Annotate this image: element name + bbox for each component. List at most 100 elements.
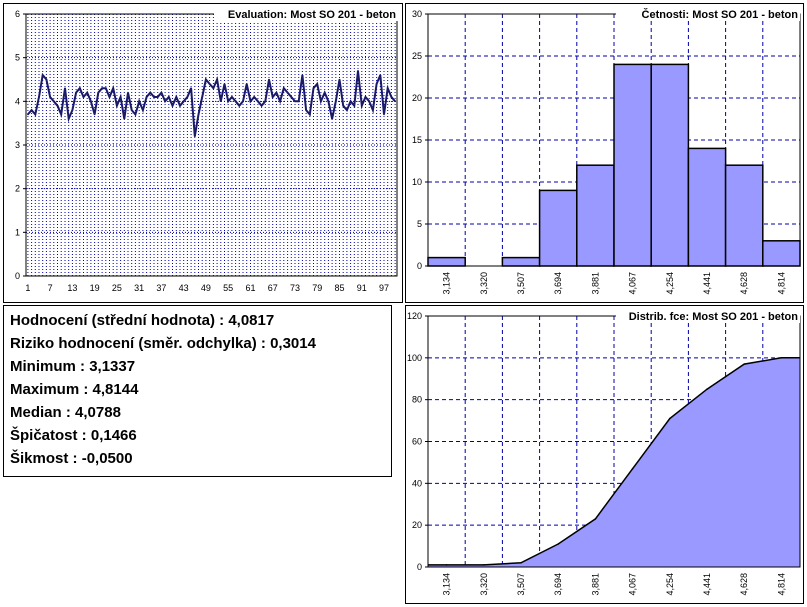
data-point bbox=[156, 96, 159, 98]
data-point bbox=[149, 91, 152, 94]
x-tick-label: 13 bbox=[67, 283, 77, 293]
x-tick-label: 4,628 bbox=[739, 272, 749, 295]
data-point bbox=[45, 78, 48, 81]
data-point bbox=[194, 135, 196, 138]
stat-line-median: Median : 4,0788 bbox=[10, 404, 121, 421]
y-tick-label: 0 bbox=[15, 271, 20, 281]
x-tick-label: 3,134 bbox=[442, 573, 452, 596]
histogram-bar bbox=[538, 189, 578, 267]
data-point bbox=[223, 83, 226, 85]
data-point bbox=[142, 109, 144, 111]
y-tick-label: 0 bbox=[417, 261, 422, 271]
x-tick-label: 3,320 bbox=[479, 272, 489, 295]
distribution-chart-panel: 0 20 40 60 80 100 120 3,134 3,320 3,507 3,694 3,881… bbox=[405, 305, 804, 604]
chart-title: Evaluation: Most SO 201 - beton bbox=[228, 9, 396, 21]
distribution-area bbox=[428, 357, 800, 567]
chart-title: Četnosti: Most SO 201 - beton bbox=[642, 8, 799, 21]
y-tick-label: 2 bbox=[15, 184, 20, 194]
data-point bbox=[257, 100, 259, 103]
frequency-chart-panel: 0 5 10 15 20 25 30 3,134 3,320 3,507 3,694 3,881 4,0… bbox=[405, 3, 804, 303]
data-point bbox=[175, 96, 178, 98]
title-background bbox=[616, 7, 800, 21]
data-point bbox=[297, 100, 300, 103]
x-tick-label: 67 bbox=[268, 283, 278, 293]
data-point bbox=[294, 100, 296, 103]
data-point bbox=[108, 96, 111, 98]
data-point bbox=[238, 104, 241, 107]
data-point bbox=[383, 113, 385, 116]
data-point bbox=[145, 96, 148, 98]
distribution-area-chart: 0 20 40 60 80 100 120 3,134 3,320 3,507 3,694 3,881… bbox=[407, 309, 801, 596]
data-point bbox=[119, 96, 122, 98]
data-point bbox=[212, 87, 215, 89]
stat-line-minimum: Minimum : 3,1337 bbox=[10, 358, 136, 375]
data-point bbox=[368, 100, 371, 103]
x-tick-label: 4,628 bbox=[739, 573, 749, 596]
data-point bbox=[90, 100, 92, 103]
data-point bbox=[379, 74, 382, 76]
y-tick-label: 10 bbox=[412, 177, 422, 187]
data-point bbox=[483, 564, 485, 566]
x-tick-label: 3,134 bbox=[442, 272, 452, 295]
data-point bbox=[60, 113, 62, 116]
data-point bbox=[160, 91, 163, 94]
data-point bbox=[179, 104, 181, 107]
data-point bbox=[245, 83, 248, 85]
x-tick-label: 31 bbox=[134, 283, 144, 293]
data-point bbox=[182, 100, 185, 103]
data-point bbox=[323, 91, 326, 94]
data-point bbox=[86, 91, 88, 94]
data-point bbox=[168, 96, 170, 98]
x-tick-label: 3,694 bbox=[553, 573, 563, 596]
stat-line-std-dev: Riziko hodnocení (směr. odchylka) : 0,30… bbox=[10, 335, 316, 352]
data-point bbox=[316, 83, 319, 85]
data-point bbox=[205, 78, 207, 81]
x-tick-label: 43 bbox=[179, 283, 189, 293]
histogram-bar bbox=[762, 240, 801, 267]
data-point bbox=[171, 104, 174, 107]
data-point bbox=[361, 104, 363, 107]
histogram-bar bbox=[687, 147, 727, 267]
data-point bbox=[268, 78, 270, 81]
x-tick-label: 4,067 bbox=[628, 573, 638, 596]
data-point bbox=[557, 543, 559, 545]
data-point bbox=[260, 104, 263, 107]
data-point bbox=[631, 467, 634, 470]
data-point bbox=[105, 87, 107, 89]
data-point bbox=[349, 100, 352, 103]
x-tick-label: 79 bbox=[312, 283, 322, 293]
data-point bbox=[67, 118, 70, 120]
data-point bbox=[286, 91, 289, 94]
y-tick-label: 3 bbox=[15, 140, 20, 150]
y-tick-label: 5 bbox=[417, 219, 422, 229]
data-point bbox=[271, 96, 274, 98]
data-point bbox=[53, 100, 55, 103]
data-point bbox=[234, 100, 237, 103]
data-point bbox=[134, 113, 137, 116]
data-point bbox=[186, 96, 189, 98]
data-point bbox=[669, 417, 671, 420]
data-point bbox=[34, 113, 37, 116]
data-point bbox=[164, 100, 166, 103]
histogram-bar bbox=[613, 63, 652, 267]
y-tick-label: 15 bbox=[412, 135, 422, 145]
x-tick-label: 3,881 bbox=[590, 272, 600, 295]
x-tick-label: 61 bbox=[245, 283, 255, 293]
data-point bbox=[220, 100, 222, 103]
plot-area bbox=[427, 13, 801, 267]
chart-title: Distrib. fce: Most SO 201 - beton bbox=[629, 311, 799, 323]
x-tick-label: 4,067 bbox=[628, 272, 638, 295]
x-tick-label: 85 bbox=[334, 283, 344, 293]
data-point bbox=[38, 96, 40, 98]
data-point bbox=[312, 87, 315, 89]
data-point bbox=[56, 104, 59, 107]
data-point bbox=[130, 109, 133, 111]
series-line bbox=[27, 70, 396, 137]
data-point bbox=[227, 100, 229, 103]
data-point bbox=[264, 100, 267, 103]
y-tick-label: 1 bbox=[15, 227, 20, 237]
evaluation-chart-panel: 0 1 2 3 4 5 6 1 7 13 19 25 31 37 43 49 55 61 67 73 79 85 91 97 E… bbox=[3, 3, 403, 303]
stat-line-kurtosis: Špičatost : 0,1466 bbox=[10, 427, 137, 444]
data-point bbox=[386, 87, 389, 89]
